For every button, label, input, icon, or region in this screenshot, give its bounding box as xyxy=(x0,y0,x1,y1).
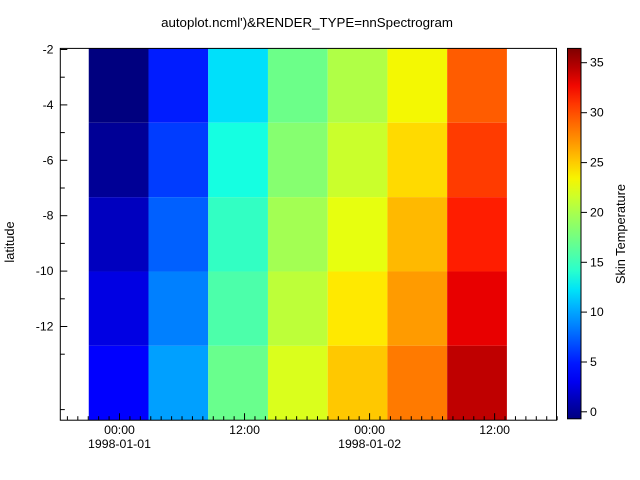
svg-text:-6: -6 xyxy=(43,153,54,167)
svg-text:Skin Temperature: Skin Temperature xyxy=(613,184,628,284)
svg-text:-12: -12 xyxy=(36,320,54,334)
svg-text:autoplot.ncml')&RENDER_TYPE=nn: autoplot.ncml')&RENDER_TYPE=nnSpectrogra… xyxy=(161,15,453,30)
svg-text:35: 35 xyxy=(590,56,604,70)
svg-text:20: 20 xyxy=(590,205,604,219)
svg-text:10: 10 xyxy=(590,305,604,319)
svg-text:00:00: 00:00 xyxy=(104,423,135,437)
svg-text:25: 25 xyxy=(590,156,604,170)
svg-text:1998-01-02: 1998-01-02 xyxy=(338,437,401,451)
svg-text:0: 0 xyxy=(590,405,597,419)
svg-text:5: 5 xyxy=(590,355,597,369)
svg-text:30: 30 xyxy=(590,106,604,120)
svg-text:-2: -2 xyxy=(43,43,54,57)
svg-text:-8: -8 xyxy=(43,209,54,223)
svg-text:1998-01-01: 1998-01-01 xyxy=(88,437,151,451)
svg-text:-4: -4 xyxy=(43,98,54,112)
svg-text:15: 15 xyxy=(590,255,604,269)
svg-text:latitude: latitude xyxy=(2,221,17,262)
svg-text:12:00: 12:00 xyxy=(479,423,510,437)
svg-text:-10: -10 xyxy=(36,264,54,278)
svg-text:12:00: 12:00 xyxy=(229,423,260,437)
svg-text:00:00: 00:00 xyxy=(354,423,385,437)
